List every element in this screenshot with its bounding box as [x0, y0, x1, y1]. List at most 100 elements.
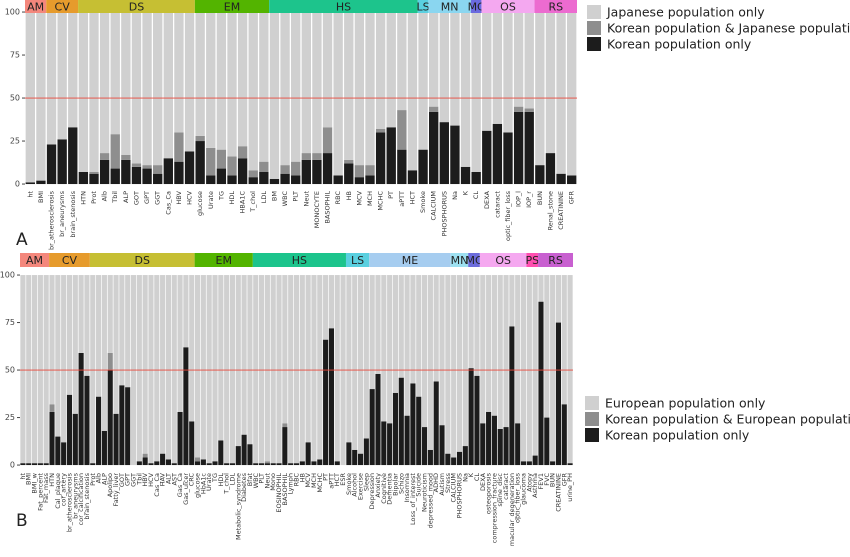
bar-segment — [148, 275, 154, 464]
bar-segment — [110, 134, 120, 169]
bar-segment — [90, 275, 96, 464]
bar-segment — [311, 275, 317, 462]
strip-label: LS — [417, 1, 430, 14]
x-tick-label: Smoke — [419, 191, 427, 213]
bar-segment — [253, 275, 259, 464]
bar-segment — [55, 436, 61, 466]
bar-segment — [227, 156, 237, 176]
x-tick-label: Alb — [95, 473, 103, 483]
x-tick-label: Fat_mass — [42, 472, 50, 503]
bar-segment — [61, 275, 67, 443]
bar-segment — [235, 446, 241, 466]
bar-segment — [365, 175, 375, 185]
x-tick-label: Tbil — [111, 191, 119, 204]
bar-segment — [328, 328, 334, 466]
bar-segment — [550, 275, 556, 462]
x-tick-label: br_aneurysms — [58, 190, 66, 237]
bar-segment — [276, 275, 282, 464]
bar-segment — [259, 275, 265, 464]
bar-segment — [317, 459, 323, 466]
bar-segment — [445, 275, 451, 454]
strip — [194, 0, 270, 13]
bar-segment — [264, 275, 270, 462]
bar-segment — [422, 275, 428, 428]
bar-segment — [293, 463, 300, 466]
bar-segment — [224, 463, 230, 466]
x-tick-label: Apolipo — [106, 473, 114, 497]
y-tick-label: 75 — [10, 51, 20, 60]
bar-segment — [177, 411, 183, 466]
legend-swatch — [587, 37, 601, 51]
bar-segment — [433, 275, 439, 382]
x-tick-label: BUN — [536, 191, 544, 205]
strip-label: EM — [224, 1, 240, 14]
y-tick-label: 50 — [5, 366, 15, 375]
bar-segment — [538, 301, 544, 466]
x-tick-label: Neut — [302, 191, 310, 207]
x-tick-label: Anxiety — [374, 473, 382, 498]
x-tick-label: ESR — [339, 473, 347, 486]
strip-label: DS — [129, 1, 144, 14]
bar-segment — [407, 170, 418, 185]
bar-segment — [184, 12, 195, 152]
bar-segment — [89, 173, 99, 185]
x-tick-label: aPTT — [327, 473, 335, 489]
x-tick-label: HCT — [408, 191, 416, 204]
x-tick-label: Alb — [101, 191, 109, 201]
bar-segment — [142, 165, 152, 169]
x-tick-label: CRC — [188, 473, 196, 487]
bar-segment — [99, 159, 110, 185]
strip — [526, 253, 539, 267]
x-tick-label: Alcohol — [351, 473, 359, 497]
bar-segment — [433, 381, 439, 466]
bar-segment — [37, 463, 43, 466]
bar-segment — [269, 178, 280, 185]
legend-label: Korean population only — [605, 428, 750, 443]
legend-swatch — [587, 21, 601, 35]
x-tick-label: LDL — [260, 191, 268, 204]
bar-segment — [72, 413, 78, 466]
bar-segment — [556, 12, 566, 174]
legend-label: Korean population & Japanese population — [607, 21, 850, 36]
bar-segment — [404, 415, 410, 466]
bar-segment — [174, 161, 184, 185]
bar-segment — [119, 275, 125, 386]
bar-segment — [165, 459, 171, 466]
bar-segment — [439, 425, 445, 466]
bar-segment — [264, 461, 270, 464]
bar-segment — [84, 375, 90, 466]
x-tick-label: HB — [298, 473, 306, 482]
bar-segment — [110, 168, 120, 185]
bar-segment — [357, 453, 364, 466]
bar-segment — [131, 163, 142, 167]
x-tick-label: MONOCYTE — [313, 191, 321, 228]
x-tick-label: br_atherosclerosis — [48, 190, 56, 250]
bar-segment — [84, 275, 90, 376]
x-tick-label: HCV — [186, 190, 194, 204]
bar-segment — [375, 373, 381, 466]
bar-segment — [311, 461, 317, 466]
bar-segment — [333, 175, 343, 185]
bar-segment — [142, 168, 152, 185]
x-tick-label: Cal_plaque — [54, 473, 62, 509]
bar-segment — [301, 153, 311, 160]
bar-segment — [177, 275, 183, 412]
x-tick-label: DEXA — [479, 472, 487, 491]
bar-segment — [288, 463, 294, 466]
bar-segment — [322, 127, 333, 154]
x-tick-label: Renal_stone — [546, 191, 554, 230]
bar-segment — [206, 275, 212, 464]
bar-segment — [113, 275, 119, 414]
strip-label: MC — [465, 254, 482, 267]
bar-segment — [305, 275, 311, 443]
bar-segment — [36, 180, 46, 185]
strip — [78, 0, 195, 13]
bar-segment — [299, 461, 305, 466]
x-tick-label: HTN — [48, 473, 56, 487]
bar-segment — [515, 423, 521, 466]
strip-label: RS — [548, 254, 563, 267]
bar-segment — [66, 275, 73, 395]
bar-segment — [270, 463, 276, 466]
x-tick-label: HCT — [333, 473, 341, 486]
bar-segment — [195, 12, 205, 136]
